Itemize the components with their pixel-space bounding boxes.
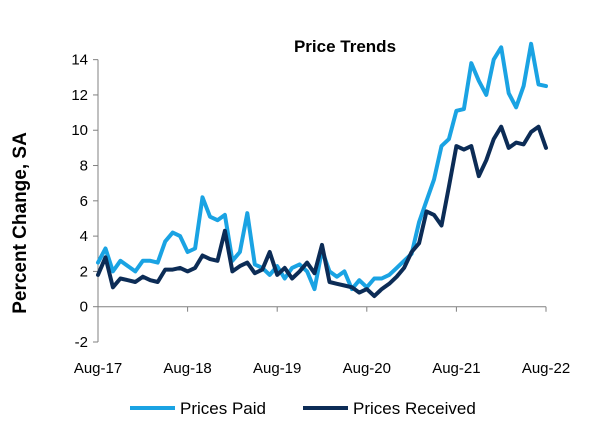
axes: -2 0 2 4 6 8 10 12 14 Aug-17 Aug-18 Aug-19 Aug-20 Aug… <box>71 52 570 377</box>
x-tick-label: Aug-18 <box>163 360 211 377</box>
series-layer <box>96 41 548 299</box>
chart-title: Price Trends <box>294 37 396 56</box>
series-line-prices-received <box>96 124 548 299</box>
x-tick-label: Aug-17 <box>74 360 122 377</box>
x-tick-label: Aug-19 <box>253 360 301 377</box>
y-tick-label: 12 <box>71 87 88 104</box>
x-tick-label: Aug-21 <box>432 360 480 377</box>
y-tick-label: 4 <box>80 228 88 245</box>
y-tick-label: 2 <box>80 263 88 280</box>
legend-label: Prices Paid <box>180 399 266 418</box>
legend: Prices Paid Prices Received <box>130 399 476 418</box>
y-axis-label: Percent Change, SA <box>10 132 31 314</box>
y-tick-label: 6 <box>80 193 88 210</box>
y-tick-label: 0 <box>80 299 88 316</box>
y-tick-label: 8 <box>80 158 88 175</box>
y-tick-label: -2 <box>75 334 88 351</box>
legend-label: Prices Received <box>353 399 476 418</box>
x-tick-label: Aug-20 <box>343 360 391 377</box>
y-tick-label: 14 <box>71 52 88 69</box>
x-tick-label: Aug-22 <box>522 360 570 377</box>
y-tick-label: 10 <box>71 122 88 139</box>
